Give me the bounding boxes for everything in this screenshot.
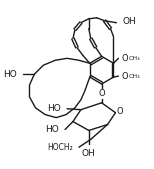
Text: HO: HO [47, 104, 61, 113]
Text: HO: HO [3, 70, 17, 79]
Text: O: O [98, 89, 105, 98]
Text: O: O [121, 54, 128, 63]
Text: O: O [121, 72, 128, 81]
Text: CH₃: CH₃ [128, 56, 140, 61]
Text: HOCH₂: HOCH₂ [47, 143, 73, 152]
Text: OH: OH [122, 17, 136, 26]
Text: O: O [116, 107, 123, 116]
Text: CH₃: CH₃ [128, 74, 140, 79]
Text: HO: HO [45, 125, 59, 134]
Text: OH: OH [82, 149, 96, 158]
